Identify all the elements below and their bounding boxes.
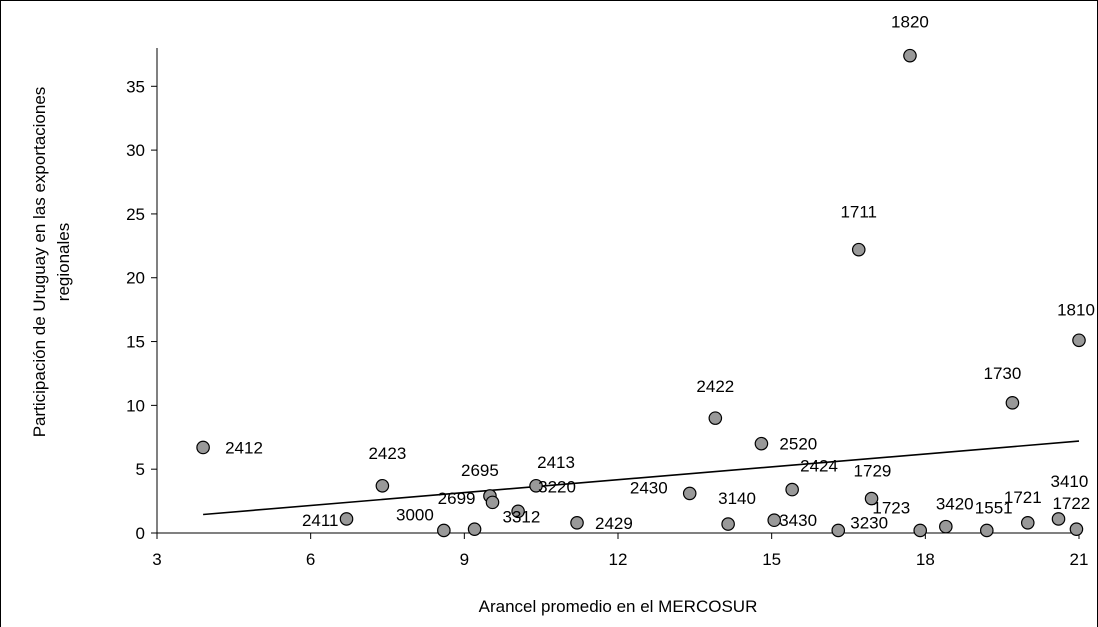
x-tick-label: 18: [916, 550, 935, 569]
y-tick-label: 30: [126, 141, 145, 160]
data-label-1722: 1722: [1052, 494, 1090, 513]
data-point-1721: [1020, 515, 1035, 530]
data-label-2411: 2411: [302, 511, 339, 530]
data-point-1729: [864, 491, 879, 506]
data-label-3230: 3230: [850, 513, 888, 532]
data-point-2424: [785, 482, 799, 497]
axes: 0 5 10 15 20 25 30 35 3 6 9 12 15 18 21: [126, 48, 1088, 569]
data-point-3420: [939, 519, 953, 534]
data-label-1721: 1721: [1004, 488, 1042, 507]
y-axis-title: Participación de Uruguay en las exportac…: [30, 87, 73, 438]
data-point-1722: [1069, 522, 1084, 536]
data-label-2422: 2422: [696, 377, 734, 396]
data-label-1820: 1820: [891, 13, 929, 32]
points-group: [196, 48, 1086, 538]
data-point-1820: [903, 48, 917, 63]
data-point-3430: [767, 513, 782, 528]
y-tick-label: 25: [126, 205, 145, 224]
y-tick-label: 5: [136, 460, 145, 479]
data-point-1711: [851, 242, 866, 257]
data-point-2423: [375, 478, 390, 493]
data-point-2429: [570, 515, 584, 530]
data-label-2520: 2520: [779, 435, 817, 454]
x-tick-label: 3: [152, 550, 161, 569]
data-point-1723: [913, 523, 928, 538]
trendline: [203, 440, 1080, 516]
data-point-2520: [754, 436, 769, 451]
data-label-3000: 3000: [396, 505, 434, 524]
data-label-2423: 2423: [368, 444, 406, 463]
trendline-group: [203, 440, 1080, 516]
data-label-2424: 2424: [800, 457, 838, 476]
data-point-3410: [1051, 512, 1066, 526]
data-label-3420: 3420: [936, 495, 974, 514]
y-tick-label: 15: [126, 333, 145, 352]
data-point-3312: [485, 495, 500, 510]
data-label-2413: 2413: [537, 453, 575, 472]
data-label-1729: 1729: [854, 462, 892, 481]
y-tick-label: 35: [126, 77, 145, 96]
data-point-2422: [708, 411, 723, 425]
data-point-1810: [1072, 333, 1086, 348]
data-label-1723: 1723: [872, 498, 910, 517]
data-point-3230: [831, 523, 846, 538]
data-label-2699: 2699: [438, 489, 476, 508]
data-label-1711: 1711: [840, 203, 877, 222]
x-tick-label: 15: [762, 550, 781, 569]
data-point-1730: [1005, 396, 1020, 410]
data-point-2411: [339, 512, 354, 526]
data-label-3220: 3220: [538, 477, 576, 496]
data-label-1810: 1810: [1057, 300, 1095, 319]
data-label-1551: 1551: [975, 498, 1013, 517]
data-point-3220: [511, 504, 525, 519]
x-tick-label: 21: [1070, 550, 1089, 569]
data-point-2412: [196, 440, 210, 455]
data-label-3140: 3140: [718, 489, 756, 508]
data-label-2412: 2412: [225, 438, 263, 457]
data-label-2430: 2430: [630, 478, 668, 497]
data-label-3410: 3410: [1051, 472, 1089, 491]
data-point-1551: [979, 523, 994, 538]
y-tick-label: 10: [126, 396, 145, 415]
y-axis-title-line-2: regionales: [54, 223, 73, 301]
data-label-3430: 3430: [779, 511, 817, 530]
x-tick-label: 6: [306, 550, 315, 569]
data-label-2429: 2429: [595, 514, 633, 533]
y-axis-title-line-1: Participación de Uruguay en las exportac…: [30, 87, 49, 438]
data-label-1730: 1730: [983, 364, 1021, 383]
data-point-3000: [437, 523, 451, 538]
x-axis-title: Arancel promedio en el MERCOSUR: [479, 597, 758, 616]
data-point-2413: [529, 478, 543, 493]
data-point-2699: [467, 522, 482, 536]
data-point-2430: [682, 486, 697, 501]
x-tick-label: 9: [460, 550, 469, 569]
data-label-2695: 2695: [461, 461, 499, 480]
data-point-3140: [721, 517, 735, 531]
y-tick-label: 20: [126, 269, 145, 288]
x-tick-label: 12: [609, 550, 628, 569]
y-tick-label: 0: [136, 524, 145, 543]
data-label-3312: 3312: [503, 507, 541, 526]
